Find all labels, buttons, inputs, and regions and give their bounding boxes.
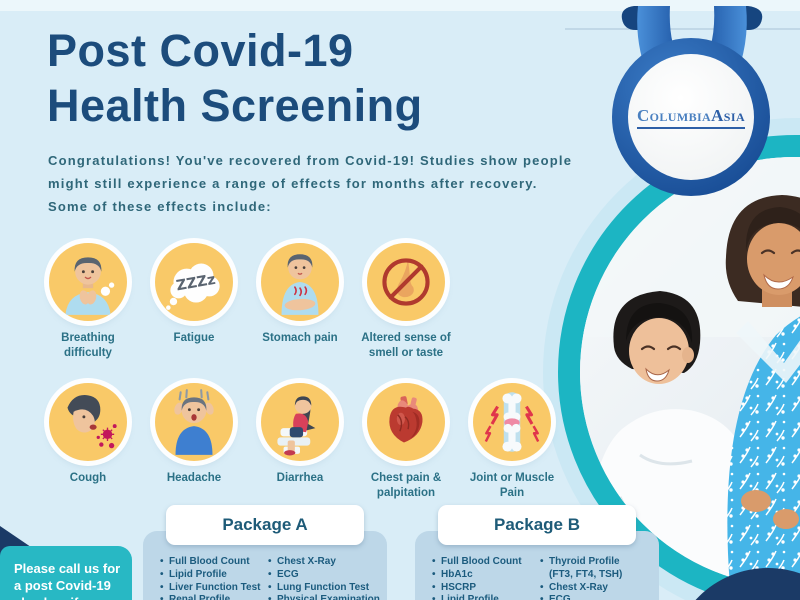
- package-b-card: Package B • Full Blood Count • HbA1c • HSCRP •…: [415, 505, 659, 600]
- package-list-item: • Lung Function Test: [268, 581, 370, 593]
- title-line-1: Post Covid-19: [47, 25, 354, 76]
- symptom-item: Chest pain & palpitation: [353, 383, 459, 501]
- fatigue-icon: ZZZz: [155, 243, 233, 321]
- patient-figure: [587, 291, 758, 587]
- symptom-item: Breathing difficulty: [35, 243, 141, 361]
- symptom-label: Stomach pain: [262, 332, 338, 344]
- stomach-pain-icon: [261, 243, 339, 321]
- bullet-icon: •: [540, 556, 544, 567]
- symptom-item: ZZZz Fatigue: [141, 243, 247, 361]
- symptom-label: Cough: [69, 472, 107, 484]
- top-strip: [0, 0, 800, 11]
- callout-line-2: a post Covid-19: [14, 578, 111, 593]
- symptom-label: Chest pain & palpitation: [370, 472, 442, 500]
- bullet-icon: •: [160, 556, 164, 567]
- package-b-lists: • Full Blood Count • HbA1c • HSCRP • Lipid Prof…: [415, 556, 659, 600]
- package-a-card: Package A • Full Blood Count • Lipid Profil…: [143, 505, 387, 600]
- package-list-item: • Chest X-Ray: [268, 556, 336, 567]
- nurse-figure: [725, 195, 800, 587]
- intro-line-2: might still experience a range of effect…: [48, 176, 538, 191]
- bullet-icon: •: [432, 581, 436, 593]
- package-list-item: • HbA1c: [432, 568, 473, 580]
- bullet-icon: •: [432, 568, 436, 580]
- package-list-item: • Lipid Profile: [432, 594, 536, 600]
- bullet-icon: •: [540, 594, 544, 600]
- callout-line-3: checkup if you: [14, 594, 124, 600]
- symptom-label: Altered sense of smell or taste: [361, 332, 451, 360]
- symptom-label: Headache: [166, 472, 222, 484]
- bullet-icon: •: [432, 594, 436, 600]
- package-list-item: • Liver Function Test: [160, 581, 261, 593]
- call-us-callout: Please call us for a post Covid-19 check…: [0, 546, 132, 600]
- symptom-item: Joint or Muscle Pain: [459, 383, 565, 501]
- badge-shadow-line: [565, 28, 800, 30]
- symptom-item: Stomach pain: [247, 243, 353, 361]
- headache-icon: [155, 383, 233, 461]
- package-list-item: • ECG: [540, 594, 658, 600]
- symptom-item: Altered sense of smell or taste: [353, 243, 459, 361]
- bullet-icon: •: [160, 568, 164, 580]
- bullet-icon: •: [268, 568, 272, 580]
- symptoms-row-1: Breathing difficulty ZZZz Fatigue Stomach p…: [35, 243, 459, 361]
- ribbon-medal-icon: [612, 6, 770, 196]
- columbia-asia-logo: ColumbiaAsia: [629, 96, 753, 138]
- package-a-lists: • Full Blood Count • Lipid Profile • Liver Fu…: [143, 556, 387, 600]
- diarrhea-icon: [261, 383, 339, 461]
- package-list-item: • Full Blood Count: [160, 556, 250, 567]
- package-list-item: • HSCRP: [432, 581, 477, 593]
- columbia-asia-badge: ColumbiaAsia: [600, 0, 790, 215]
- package-list-item: • ECG: [268, 568, 299, 580]
- package-list-item: • Full Blood Count: [432, 556, 522, 567]
- symptom-item: Cough: [35, 383, 141, 501]
- package-list-item: • Chest X-Ray: [540, 581, 608, 593]
- intro-paragraph: Congratulations! You've recovered from C…: [48, 149, 572, 218]
- bullet-icon: •: [268, 594, 272, 600]
- bullet-icon: •: [540, 581, 544, 593]
- package-a-col-1: • Full Blood Count • Lipid Profile • Liver Fu…: [160, 556, 264, 600]
- smell-taste-icon: [367, 243, 445, 321]
- symptom-item: Diarrhea: [247, 383, 353, 501]
- photo-illustration: [580, 157, 800, 587]
- package-list-item: • Thyroid Profile: [540, 556, 620, 567]
- intro-line-1: Congratulations! You've recovered from C…: [48, 153, 573, 168]
- page-title: Post Covid-19 Health Screening: [47, 24, 423, 134]
- joint-icon: [473, 383, 551, 461]
- package-b-col-1: • Full Blood Count • HbA1c • HSCRP • Lipid Prof…: [432, 556, 536, 600]
- svg-text:ZZZz: ZZZz: [175, 272, 217, 295]
- package-list-item: (FT3, FT4, TSH): [549, 568, 623, 580]
- symptom-label: Diarrhea: [276, 472, 324, 484]
- intro-line-3: Some of these effects include:: [48, 199, 272, 214]
- package-b-col-2: • Thyroid Profile (FT3, FT4, TSH) • Chest X-…: [540, 556, 658, 600]
- package-a-title: Package A: [166, 505, 364, 545]
- breathing-difficulty-icon: [49, 243, 127, 321]
- callout-line-1: Please call us for: [14, 561, 121, 576]
- title-line-2: Health Screening: [47, 79, 423, 131]
- bullet-icon: •: [160, 594, 164, 600]
- package-a-col-2: • Chest X-Ray • ECG • Lung Function Test • Phys…: [268, 556, 386, 600]
- package-list-item: • Physical Examination: [268, 594, 386, 600]
- cough-icon: [49, 383, 127, 461]
- package-list-item: • Lipid Profile: [160, 568, 227, 580]
- heart-icon: [367, 383, 445, 461]
- package-list-item: • Renal Profile: [160, 594, 264, 600]
- package-b-title: Package B: [438, 505, 636, 545]
- symptoms-row-2: Cough Headache Diarrhea Chest pain & palpit…: [35, 383, 565, 501]
- logo-asia: Asia: [711, 105, 746, 125]
- symptom-label: Breathing difficulty: [61, 332, 115, 360]
- bullet-icon: •: [268, 556, 272, 567]
- bullet-icon: •: [160, 581, 164, 593]
- bullet-icon: •: [432, 556, 436, 567]
- symptom-label: Fatigue: [173, 332, 215, 344]
- symptom-label: Joint or Muscle Pain: [469, 472, 555, 500]
- symptom-item: Headache: [141, 383, 247, 501]
- logo-columbia: Columbia: [636, 105, 712, 125]
- bullet-icon: •: [268, 581, 272, 593]
